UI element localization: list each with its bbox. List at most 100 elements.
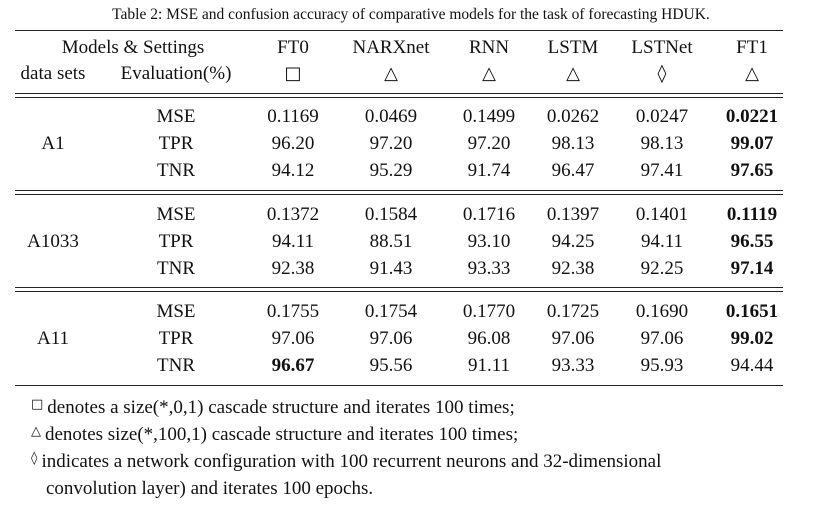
table-cell: 0.1716 (462, 204, 516, 225)
table-cell: 98.13 (640, 133, 684, 154)
table-cell: 0.1401 (635, 204, 689, 225)
dataset-a1: A1 (41, 133, 65, 154)
table-cell: 94.11 (271, 231, 315, 252)
table-cell: 95.29 (369, 160, 413, 181)
table-cell: 0.1169 (267, 106, 319, 127)
table-cell: 0.1725 (546, 301, 600, 322)
model-symbol-ft1: △ (745, 63, 759, 84)
metric-tpr: TPR (158, 328, 194, 349)
table-note: △ denotes size(*,100,1) cascade structure… (31, 424, 518, 448)
table-cell: 99.02 (730, 328, 774, 349)
table-caption: Table 2: MSE and confusion accuracy of c… (112, 6, 710, 23)
table-note: convolution layer) and iterates 100 epoc… (46, 478, 373, 500)
table-cell: 0.1770 (462, 301, 516, 322)
table-cell: 97.65 (730, 160, 774, 181)
note-symbol: △ (31, 424, 41, 439)
table-cell: 91.74 (467, 160, 511, 181)
metric-mse: MSE (156, 106, 196, 127)
table-cell: 96.67 (271, 355, 315, 376)
model-header-ft1: FT1 (736, 37, 768, 58)
table-cell: 96.47 (551, 160, 595, 181)
dataset-a11: A11 (36, 328, 70, 349)
metric-tnr: TNR (157, 355, 195, 376)
header-rule-1 (15, 93, 783, 94)
model-symbol-lstm: △ (566, 63, 580, 84)
dataset-a1033: A1033 (27, 231, 79, 252)
table-cell: 96.20 (271, 133, 315, 154)
metric-mse: MSE (156, 301, 196, 322)
table-cell: 0.1119 (726, 204, 778, 225)
model-header-lstnet: LSTNet (631, 37, 693, 58)
table-cell: 93.33 (551, 355, 595, 376)
model-header-narxnet: NARXnet (352, 37, 430, 58)
metric-tpr: TPR (158, 133, 194, 154)
group-rule (15, 291, 783, 292)
table-cell: 88.51 (369, 231, 413, 252)
note-text: denotes size(*,100,1) cascade structure … (45, 424, 519, 445)
metric-tnr: TNR (157, 160, 195, 181)
table-cell: 97.20 (467, 133, 511, 154)
table-top-rule (15, 30, 783, 31)
table-cell: 97.14 (730, 258, 774, 279)
table-bottom-rule (15, 385, 783, 386)
table-cell: 97.06 (369, 328, 413, 349)
model-header-rnn: RNN (468, 37, 510, 58)
table-cell: 0.1754 (364, 301, 418, 322)
table-cell: 98.13 (551, 133, 595, 154)
table-cell: 0.0262 (546, 106, 600, 127)
model-header-ft0: FT0 (277, 37, 309, 58)
table-cell: 94.44 (730, 355, 774, 376)
metric-tpr: TPR (158, 231, 194, 252)
table-note: ◊ indicates a network configuration with … (31, 451, 661, 475)
group-rule (15, 287, 783, 288)
table-cell: 0.1397 (546, 204, 600, 225)
table-note: □ denotes a size(*,0,1) cascade structure… (31, 397, 515, 421)
table-cell: 94.25 (551, 231, 595, 252)
table-cell: 93.10 (467, 231, 511, 252)
table-cell: 95.93 (640, 355, 684, 376)
model-header-lstm: LSTM (547, 37, 599, 58)
header-data-sets: data sets (20, 63, 86, 84)
table-cell: 91.11 (467, 355, 511, 376)
table-cell: 97.20 (369, 133, 413, 154)
group-rule (15, 190, 783, 191)
table-cell: 95.56 (369, 355, 413, 376)
model-symbol-rnn: △ (482, 63, 496, 84)
note-symbol: ◊ (31, 451, 38, 466)
table-cell: 0.0469 (364, 106, 418, 127)
table-cell: 91.43 (369, 258, 413, 279)
model-symbol-lstnet: ◊ (657, 63, 667, 84)
table-cell: 0.1499 (462, 106, 516, 127)
table-cell: 97.06 (271, 328, 315, 349)
table-cell: 0.0221 (725, 106, 779, 127)
table-cell: 0.1372 (266, 204, 320, 225)
note-symbol: □ (31, 397, 44, 412)
header-rule-2 (15, 97, 783, 98)
table-cell: 97.41 (640, 160, 684, 181)
table-cell: 92.38 (271, 258, 315, 279)
model-symbol-ft0: □ (284, 63, 302, 84)
table-cell: 94.12 (271, 160, 315, 181)
table-cell: 92.38 (551, 258, 595, 279)
table-cell: 94.11 (640, 231, 684, 252)
table-cell: 97.06 (640, 328, 684, 349)
note-text: indicates a network configuration with 1… (41, 451, 662, 472)
metric-mse: MSE (156, 204, 196, 225)
note-text: denotes a size(*,0,1) cascade structure … (47, 397, 515, 418)
model-symbol-narxnet: △ (384, 63, 398, 84)
table-cell: 96.55 (730, 231, 774, 252)
table-cell: 99.07 (730, 133, 774, 154)
table-cell: 92.25 (640, 258, 684, 279)
table-cell: 97.06 (551, 328, 595, 349)
table-cell: 96.08 (467, 328, 511, 349)
table-cell: 0.1651 (725, 301, 779, 322)
table-cell: 0.1690 (635, 301, 689, 322)
header-models-settings: Models & Settings (61, 37, 205, 58)
table-cell: 0.1755 (266, 301, 320, 322)
group-rule (15, 194, 783, 195)
note-text: convolution layer) and iterates 100 epoc… (46, 478, 374, 499)
table-cell: 93.33 (467, 258, 511, 279)
table-cell: 0.1584 (364, 204, 418, 225)
table-cell: 0.0247 (635, 106, 689, 127)
metric-tnr: TNR (157, 258, 195, 279)
